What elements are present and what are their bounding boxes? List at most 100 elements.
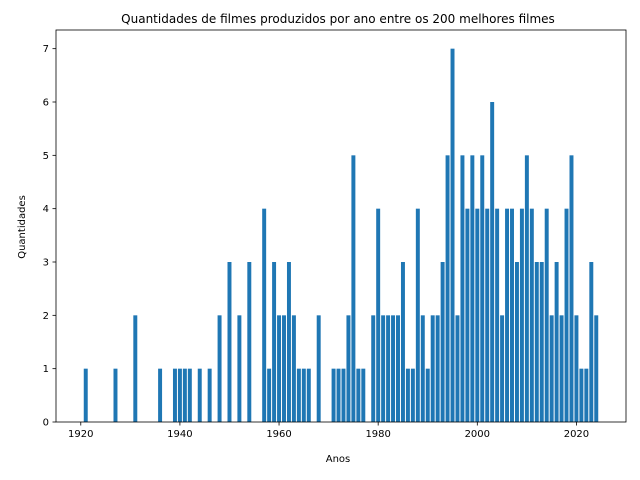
bar-1968: [316, 315, 321, 422]
bar-1973: [341, 368, 346, 422]
bar-1994: [445, 155, 450, 423]
x-axis: 1920 1940 1960 1980 2000 2020: [68, 422, 589, 440]
bar-1957: [262, 208, 267, 422]
bar-1988: [415, 208, 420, 422]
bar-1986: [405, 368, 410, 422]
bar-1985: [400, 262, 405, 422]
y-tick-label: 0: [43, 418, 49, 429]
bar-1966: [306, 368, 311, 422]
bar-1941: [182, 368, 187, 422]
bar-1940: [177, 368, 182, 422]
bar-1998: [465, 208, 470, 422]
x-tick-label: 1920: [68, 429, 93, 440]
bar-2021: [579, 368, 584, 422]
bar-1962: [286, 262, 291, 422]
bar-2000: [475, 208, 480, 422]
bar-1948: [217, 315, 222, 422]
bar-2009: [519, 208, 524, 422]
bar-1946: [207, 368, 212, 422]
bar-1964: [296, 368, 301, 422]
bar-1960: [277, 315, 282, 422]
bar-1991: [430, 315, 435, 422]
bar-2015: [549, 315, 554, 422]
bar-1963: [291, 315, 296, 422]
bar-2010: [524, 155, 529, 423]
y-tick-label: 5: [43, 151, 49, 162]
bar-2004: [495, 208, 500, 422]
bar-1931: [133, 315, 138, 422]
bar-1958: [267, 368, 272, 422]
bar-2014: [544, 208, 549, 422]
bar-1971: [331, 368, 336, 422]
x-axis-label: Anos: [326, 454, 351, 465]
bar-1977: [361, 368, 366, 422]
bar-1961: [282, 315, 286, 422]
bar-1993: [440, 262, 445, 422]
x-tick-label: 2020: [564, 429, 589, 440]
bar-1942: [187, 368, 192, 422]
bar-2007: [510, 208, 514, 422]
bar-1980: [376, 208, 381, 422]
x-tick-label: 2000: [465, 429, 490, 440]
bar-1981: [381, 315, 386, 422]
bar-1959: [272, 262, 277, 422]
bar-2005: [500, 315, 505, 422]
bar-1954: [247, 262, 252, 422]
x-tick-label: 1960: [266, 429, 291, 440]
bar-2002: [485, 208, 490, 422]
bar-2013: [539, 262, 544, 422]
bar-1999: [470, 155, 475, 423]
bar-1979: [371, 315, 376, 422]
bar-2006: [505, 208, 510, 422]
bar-1944: [197, 368, 202, 422]
y-tick-label: 2: [43, 311, 49, 322]
bar-2008: [514, 262, 519, 422]
y-axis: 0 1 2 3 4 5 6 7: [43, 44, 56, 429]
bar-1972: [336, 368, 341, 422]
bar-1992: [435, 315, 440, 422]
bar-2001: [480, 155, 485, 423]
bar-1984: [396, 315, 400, 422]
bar-2019: [569, 155, 574, 423]
bar-1989: [420, 315, 425, 422]
bar-2020: [574, 315, 579, 422]
bar-1995: [450, 48, 455, 423]
plot-frame: [55, 29, 627, 423]
bar-1921: [83, 368, 88, 422]
x-tick-label: 1980: [365, 429, 390, 440]
bar-1997: [460, 155, 465, 423]
bar-2016: [554, 262, 559, 422]
bar-2018: [564, 208, 569, 422]
x-tick-label: 1940: [167, 429, 192, 440]
y-tick-label: 4: [43, 204, 49, 215]
bar-2012: [534, 262, 539, 422]
bar-1996: [455, 315, 460, 422]
y-axis-label: Quantidades: [17, 195, 28, 259]
bar-2017: [559, 315, 564, 422]
bar-1965: [301, 368, 306, 422]
y-tick-label: 7: [43, 44, 49, 55]
y-tick-label: 6: [43, 98, 49, 109]
y-tick-label: 3: [43, 258, 49, 269]
bar-1952: [237, 315, 242, 422]
bar-1983: [391, 315, 396, 422]
bar-1950: [227, 262, 232, 422]
bar-1939: [172, 368, 177, 422]
bar-1975: [351, 155, 356, 423]
bar-2003: [490, 102, 495, 422]
bar-2024: [594, 315, 599, 422]
bar-1936: [158, 368, 163, 422]
bars-group: [83, 48, 599, 423]
bar-1982: [386, 315, 391, 422]
bar-2023: [589, 262, 594, 422]
bar-1974: [346, 315, 351, 422]
bar-1987: [410, 368, 415, 422]
bar-1976: [356, 368, 361, 422]
bar-1990: [425, 368, 430, 422]
chart-title: Quantidades de filmes produzidos por ano…: [121, 12, 555, 26]
y-tick-label: 1: [43, 364, 49, 375]
bar-2022: [584, 368, 589, 422]
bar-1927: [113, 368, 118, 422]
bar-2011: [529, 208, 534, 422]
